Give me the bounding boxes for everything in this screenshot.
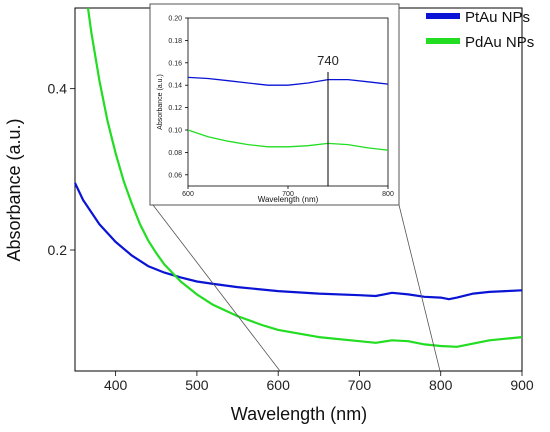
- inset-y-tick-label: 0.06: [168, 172, 182, 179]
- legend-label-ptau: PtAu NPs: [465, 9, 530, 26]
- main-x-tick-label: 400: [104, 377, 128, 393]
- inset-y-tick-label: 0.12: [168, 105, 182, 112]
- main-x-tick-label: 900: [510, 377, 534, 393]
- inset-y-tick-label: 0.20: [168, 15, 182, 22]
- main-x-axis-title: Wavelength (nm): [231, 404, 367, 424]
- inset-x-axis: 600 700 800: [182, 186, 394, 198]
- inset-y-tick-label: 0.14: [168, 83, 182, 90]
- main-y-axis-title: Absorbance (a.u.): [4, 118, 24, 261]
- inset-series-line-1: [187, 129, 389, 151]
- main-x-axis: 400 500 600 700 800 900: [104, 371, 534, 393]
- inset-y-tick-label: 0.18: [168, 38, 182, 45]
- main-x-tick-label: 700: [348, 377, 372, 393]
- main-x-tick-label: 500: [185, 377, 209, 393]
- inset-y-axis-title: Absorbance (a.u.): [157, 74, 164, 130]
- inset-740-annotation: 740: [317, 53, 339, 68]
- inset-x-tick-label: 600: [182, 191, 194, 198]
- main-plot: 400 500 600 700 800 900 0.2 0.4 Wavelength (nm…: [4, 7, 534, 424]
- main-series-line-0: [74, 182, 523, 301]
- inset-background: [149, 3, 400, 206]
- inset-chart: 740 600 700 800 0.060.080.100.120.140.160.…: [149, 3, 400, 206]
- inset-x-tick-label: 800: [382, 191, 394, 198]
- main-y-tick-label: 0.4: [48, 81, 68, 97]
- main-x-tick-label: 800: [429, 377, 453, 393]
- main-y-axis: 0.2 0.4: [48, 81, 75, 258]
- legend-label-pdau: PdAu NPs: [465, 34, 534, 51]
- inset-series-line-0: [187, 76, 389, 86]
- legend: PtAu NPs PdAu NPs: [426, 9, 534, 51]
- inset-series-group: [187, 76, 389, 151]
- zoom-connector-left: [152, 204, 281, 372]
- inset-y-tick-label: 0.10: [168, 127, 182, 134]
- inset-y-axis: 0.06 0.08 0.10 0.12 0.14 0.16 0.18 0.20: [168, 15, 188, 179]
- inset-y-tick-label: 0.08: [168, 150, 182, 157]
- inset-y-tick-label: 0.16: [168, 60, 182, 67]
- main-y-tick-label: 0.2: [48, 242, 68, 258]
- zoom-connector-right: [398, 204, 441, 372]
- inset-x-axis-title: Wavelength (nm): [258, 195, 319, 204]
- inset-x-tick-label: 700: [282, 191, 294, 198]
- main-x-tick-label: 600: [267, 377, 291, 393]
